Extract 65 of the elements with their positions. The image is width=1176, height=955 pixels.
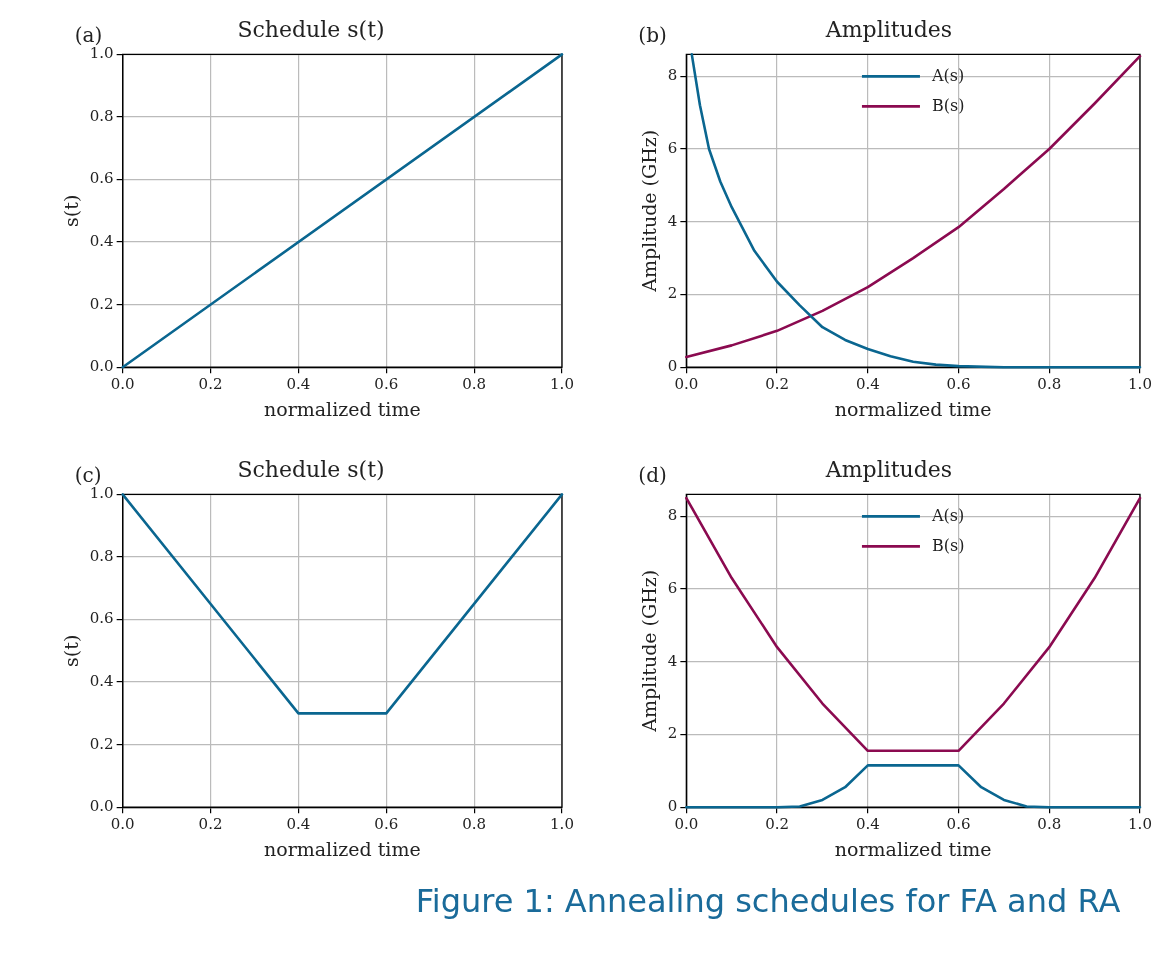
x-tick-label: 0.8 bbox=[462, 375, 487, 394]
x-tick-label: 0.4 bbox=[286, 815, 311, 834]
chart-title: Amplitudes bbox=[824, 456, 953, 482]
x-tick-label: 1.0 bbox=[550, 815, 574, 834]
x-tick-label: 1.0 bbox=[1128, 815, 1152, 834]
x-tick-label: 0.8 bbox=[1037, 375, 1062, 394]
y-tick-label: 6 bbox=[667, 578, 678, 597]
x-axis-title: normalized time bbox=[263, 397, 421, 420]
x-axis-title: normalized time bbox=[834, 837, 992, 860]
y-tick-label: 0.4 bbox=[89, 671, 114, 690]
x-tick-label: 0.4 bbox=[286, 375, 311, 394]
chart-title: Schedule s(t) bbox=[237, 456, 385, 482]
x-tick-label: 0.2 bbox=[198, 375, 223, 394]
text: (c) bbox=[74, 462, 102, 487]
y-tick-label: 4 bbox=[667, 211, 678, 230]
y-tick-label: 4 bbox=[667, 651, 678, 670]
x-tick-label: 0.2 bbox=[765, 375, 789, 394]
y-tick-label: 2 bbox=[667, 724, 678, 743]
x-tick-label: 0.6 bbox=[946, 375, 971, 394]
y-tick-label: 6 bbox=[667, 138, 678, 157]
y-tick-label: 0.6 bbox=[89, 609, 114, 628]
y-tick-label: 8 bbox=[667, 506, 678, 525]
y-tick-label: 0.4 bbox=[89, 231, 114, 250]
x-tick-label: 0.4 bbox=[855, 375, 880, 394]
y-tick-label: 0.6 bbox=[89, 169, 114, 188]
x-tick-label: 0.8 bbox=[462, 815, 487, 834]
y-tick-label: 0.8 bbox=[89, 106, 114, 125]
y-tick-label: 0 bbox=[667, 797, 678, 816]
y-axis-title: Amplitude (GHz) bbox=[638, 569, 661, 733]
x-axis-title: normalized time bbox=[834, 397, 992, 420]
legend-label: B(s) bbox=[931, 535, 965, 555]
y-tick-label: 1.0 bbox=[89, 484, 114, 503]
legend-label: B(s) bbox=[931, 95, 965, 115]
legend-label: A(s) bbox=[930, 505, 965, 525]
y-tick-label: 2 bbox=[667, 284, 678, 303]
x-tick-label: 0.6 bbox=[946, 815, 971, 834]
x-tick-label: 0.6 bbox=[374, 375, 399, 394]
legend-label: A(s) bbox=[930, 65, 965, 85]
x-tick-label: 0.6 bbox=[374, 815, 399, 834]
text: (b) bbox=[638, 22, 667, 47]
y-tick-label: 0.0 bbox=[89, 357, 114, 376]
text: (a) bbox=[74, 22, 103, 47]
x-axis-title: normalized time bbox=[263, 837, 421, 860]
x-tick-label: 0.2 bbox=[765, 815, 789, 834]
x-tick-label: 0.0 bbox=[110, 375, 135, 394]
x-tick-label: 1.0 bbox=[1128, 375, 1152, 394]
y-tick-label: 0.2 bbox=[89, 294, 114, 313]
x-tick-label: 0.8 bbox=[1037, 815, 1062, 834]
y-tick-label: 1.0 bbox=[89, 44, 114, 63]
x-tick-label: 0.4 bbox=[855, 815, 880, 834]
x-tick-label: 1.0 bbox=[550, 375, 574, 394]
y-axis-title: Amplitude (GHz) bbox=[638, 129, 661, 293]
text: (d) bbox=[638, 462, 667, 487]
caption: Figure 1: Annealing schedules for FA and RA bbox=[414, 882, 1122, 920]
y-tick-label: 0 bbox=[667, 357, 678, 376]
chart-title: Schedule s(t) bbox=[237, 16, 385, 42]
y-tick-label: 0.0 bbox=[89, 797, 114, 816]
y-axis-title: s(t) bbox=[60, 634, 83, 667]
y-tick-label: 0.8 bbox=[89, 546, 114, 565]
y-tick-label: 8 bbox=[667, 66, 678, 85]
y-axis-title: s(t) bbox=[60, 194, 83, 227]
y-tick-label: 0.2 bbox=[89, 734, 114, 753]
chart-title: Amplitudes bbox=[824, 16, 953, 42]
x-tick-label: 0.2 bbox=[198, 815, 223, 834]
x-tick-label: 0.0 bbox=[110, 815, 135, 834]
